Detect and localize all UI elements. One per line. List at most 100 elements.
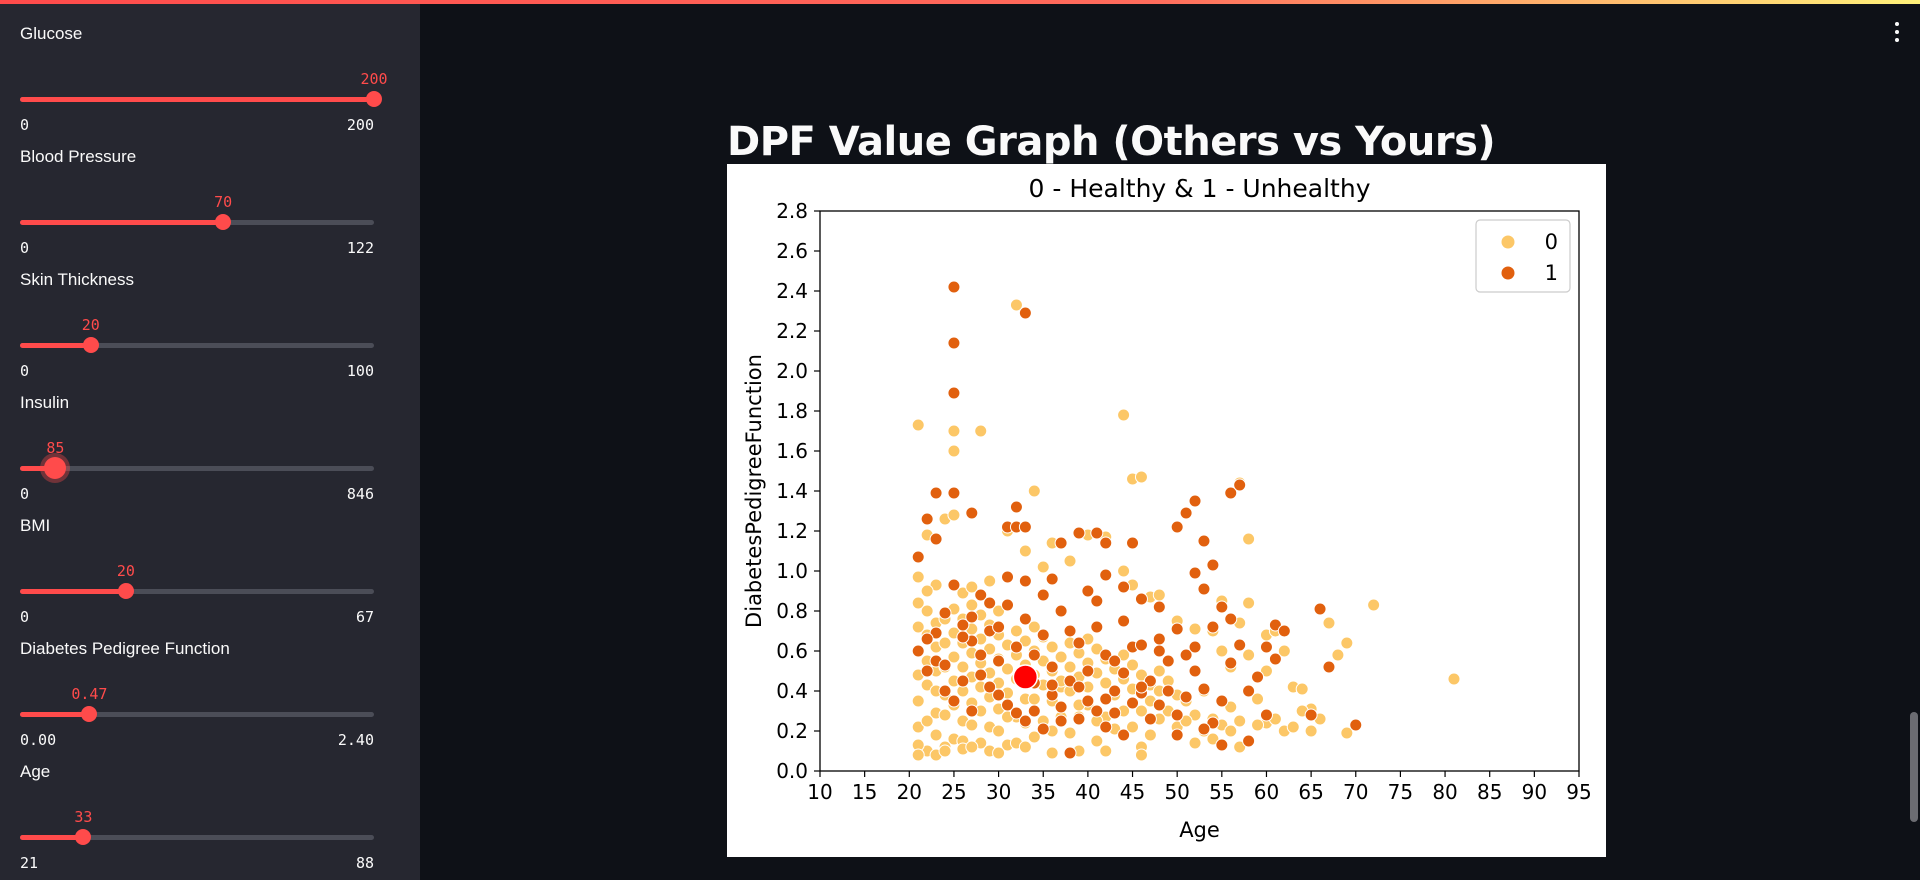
legend-box	[1475, 219, 1571, 293]
data-point-class-1	[1152, 644, 1166, 658]
slider-age: Age 33 21 88	[20, 758, 400, 880]
slider-fill	[20, 343, 91, 348]
data-point-class-1	[965, 610, 979, 624]
data-point-class-1	[992, 688, 1006, 702]
data-point-class-1	[1027, 648, 1041, 662]
data-point-class-1	[1090, 594, 1104, 608]
data-point-class-0	[1304, 724, 1318, 738]
data-point-class-0	[1340, 636, 1354, 650]
data-point-class-1	[1018, 612, 1032, 626]
data-point-class-0	[1277, 644, 1291, 658]
data-point-class-0	[1063, 660, 1077, 674]
data-point-class-1	[974, 668, 988, 682]
data-point-class-0	[1090, 734, 1104, 748]
slider-thumb[interactable]	[44, 457, 67, 479]
slider-min: 0	[20, 116, 30, 134]
data-point-class-1	[1018, 306, 1032, 320]
data-point-class-0	[1009, 624, 1023, 638]
x-tick-label: 70	[1343, 780, 1368, 804]
slider-track-skin-thickness[interactable]: 20	[20, 316, 374, 353]
data-point-class-1	[1054, 536, 1068, 550]
data-point-class-1	[938, 606, 952, 620]
slider-track-age[interactable]: 33	[20, 808, 374, 845]
slider-fill	[20, 589, 126, 594]
slider-value: 0.47	[71, 685, 108, 703]
data-point-class-1	[1188, 640, 1202, 654]
data-point-class-1	[1081, 664, 1095, 678]
data-point-class-0	[920, 678, 934, 692]
page-scrollbar[interactable]	[1910, 712, 1918, 822]
data-point-class-0	[938, 708, 952, 722]
slider-thumb[interactable]	[366, 91, 382, 107]
data-point-class-0	[1179, 714, 1193, 728]
data-point-class-1	[1143, 674, 1157, 688]
slider-label: Diabetes Pedigree Function	[20, 639, 230, 658]
data-point-class-1	[1099, 720, 1113, 734]
data-point-class-1	[1170, 622, 1184, 636]
slider-rail[interactable]	[20, 343, 374, 348]
data-point-class-0	[947, 424, 961, 438]
data-point-class-1	[1304, 708, 1318, 722]
kebab-menu-icon[interactable]	[1894, 22, 1900, 42]
slider-rail[interactable]	[20, 466, 374, 471]
data-point-class-1	[1108, 654, 1122, 668]
data-point-class-1	[1099, 568, 1113, 582]
data-point-class-0	[929, 728, 943, 742]
y-tick-label: 0.4	[776, 679, 808, 703]
data-point-class-1	[1063, 746, 1077, 760]
top-decoration-bar	[0, 0, 1920, 4]
data-point-class-0	[1001, 662, 1015, 676]
data-point-class-0	[947, 508, 961, 522]
slider-rail[interactable]	[20, 712, 374, 717]
data-point-class-1	[1063, 674, 1077, 688]
y-tick-label: 2.6	[776, 239, 808, 263]
data-point-class-0	[1117, 564, 1131, 578]
data-point-class-0	[965, 740, 979, 754]
data-point-class-0	[1063, 554, 1077, 568]
slider-track-blood-pressure[interactable]: 70	[20, 193, 374, 230]
data-point-class-1	[947, 386, 961, 400]
chart-title: 0 - Healthy & 1 - Unhealthy	[1029, 174, 1371, 203]
slider-track-insulin[interactable]: 85	[20, 439, 374, 479]
slider-max: 100	[346, 362, 374, 380]
data-point-class-0	[947, 444, 961, 458]
data-point-class-0	[1152, 664, 1166, 678]
slider-track-glucose[interactable]: 200	[20, 70, 388, 107]
data-point-class-0	[1188, 622, 1202, 636]
data-point-class-0	[1027, 730, 1041, 744]
data-point-class-1	[1045, 572, 1059, 586]
slider-min: 0	[20, 485, 30, 503]
data-point-class-0	[1117, 648, 1131, 662]
slider-thumb[interactable]	[117, 583, 134, 599]
data-point-class-1	[1090, 704, 1104, 718]
data-point-class-0	[1242, 648, 1256, 662]
data-point-class-1	[956, 630, 970, 644]
data-point-class-1	[1170, 520, 1184, 534]
slider-insulin: Insulin 85 0 846	[20, 389, 400, 512]
slider-thumb[interactable]	[82, 337, 99, 353]
data-point-class-0	[1242, 532, 1256, 546]
y-tick-label: 0.0	[776, 759, 808, 783]
x-tick-label: 75	[1388, 780, 1413, 804]
data-point-class-1	[1018, 520, 1032, 534]
slider-thumb[interactable]	[81, 706, 98, 722]
data-point-class-0	[1099, 744, 1113, 758]
slider-track-bmi[interactable]: 20	[20, 562, 374, 599]
x-tick-label: 40	[1075, 780, 1100, 804]
data-point-class-0	[1126, 658, 1140, 672]
slider-track-diabetes-pedigree-function[interactable]: 0.47	[20, 685, 374, 722]
y-tick-label: 1.8	[776, 399, 808, 423]
legend-marker-0	[1500, 234, 1516, 250]
slider-rail[interactable]	[20, 589, 374, 594]
data-point-class-1	[1090, 526, 1104, 540]
slider-thumb[interactable]	[215, 214, 232, 230]
data-point-class-1	[1108, 684, 1122, 698]
slider-skin-thickness: Skin Thickness 20 0 100	[20, 266, 400, 389]
slider-thumb[interactable]	[75, 829, 92, 845]
x-tick-label: 80	[1432, 780, 1457, 804]
data-point-class-0	[1188, 736, 1202, 750]
y-tick-label: 1.2	[776, 519, 808, 543]
slider-rail[interactable]	[20, 835, 374, 840]
scatter-points	[911, 280, 1461, 762]
slider-value: 200	[360, 70, 388, 88]
